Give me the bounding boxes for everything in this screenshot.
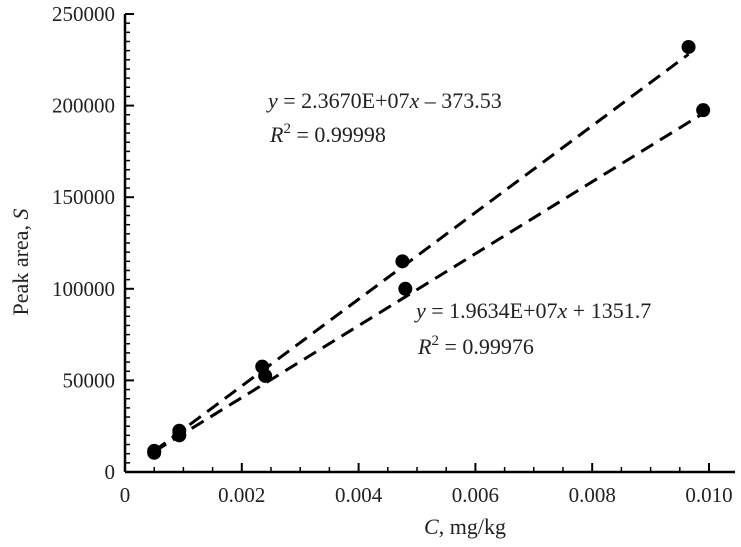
x-tick-label: 0 <box>120 483 131 507</box>
x-tick-label: 0.002 <box>218 483 265 507</box>
y-tick-label: 0 <box>105 460 116 484</box>
fit-lines <box>153 53 704 453</box>
x-tick-label: 0.004 <box>335 483 383 507</box>
y-tick-label: 50000 <box>63 368 116 392</box>
equation-series-1: y = 2.3670E+07x – 373.53 <box>266 88 502 113</box>
data-point-series-2 <box>398 281 413 296</box>
data-point-series-2 <box>172 428 187 443</box>
x-axis-title: C, mg/kg <box>424 514 506 539</box>
data-point-series-2 <box>258 368 273 383</box>
fit-line-series-2 <box>153 112 704 453</box>
y-tick-label: 250000 <box>52 2 115 26</box>
data-point-series-2 <box>696 103 711 118</box>
data-point-series-1 <box>395 254 410 269</box>
x-tick-label: 0.010 <box>685 483 732 507</box>
x-tick-label: 0.006 <box>452 483 499 507</box>
y-tick-label: 200000 <box>52 94 115 118</box>
x-tick-label: 0.008 <box>569 483 616 507</box>
data-point-series-1 <box>681 39 696 54</box>
data-point-series-2 <box>147 445 162 460</box>
data-points <box>147 39 711 460</box>
major-ticks <box>124 13 710 473</box>
fit-line-series-1 <box>153 53 690 453</box>
y-tick-label: 100000 <box>52 277 115 301</box>
y-tick-label: 150000 <box>52 185 115 209</box>
r-squared-series-1: R2 = 0.99998 <box>269 121 386 147</box>
y-axis-title: Peak area, S <box>8 209 33 316</box>
tick-labels: 0 0.002 0.004 0.006 0.008 0.010 0 50000 100000 15… <box>52 2 733 507</box>
equation-series-2: y = 1.9634E+07x + 1351.7 <box>414 298 651 323</box>
r-squared-series-2: R2 = 0.99976 <box>417 333 534 359</box>
